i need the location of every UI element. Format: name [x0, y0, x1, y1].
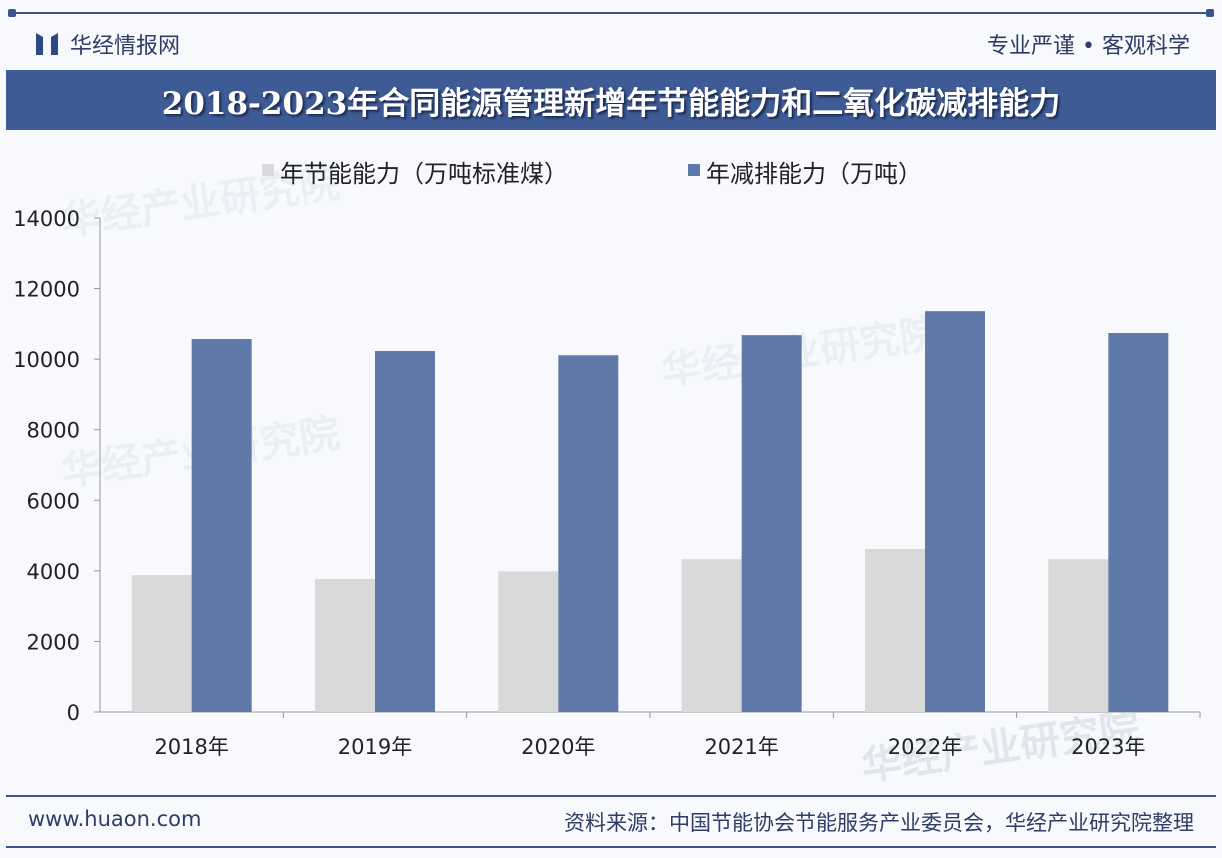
chart-title: 2018-2023年合同能源管理新增年节能能力和二氧化碳减排能力 [161, 85, 1061, 122]
footer-divider [6, 795, 1216, 797]
bar [1048, 559, 1109, 712]
y-tick-label: 6000 [27, 489, 80, 513]
bar [925, 311, 985, 712]
y-tick-label: 2000 [27, 630, 80, 654]
legend-label: 年节能能力（万吨标准煤） [280, 160, 568, 188]
legend-swatch [688, 164, 700, 176]
y-tick-label: 12000 [13, 278, 80, 302]
logo-text: 华经情报网 [70, 34, 181, 59]
x-tick-label: 2022年 [888, 735, 962, 759]
bar [741, 335, 802, 712]
bar-chart: 年节能能力（万吨标准煤） 年减排能力（万吨） 0 2000 4000 6000 8000 10… [13, 160, 1201, 759]
y-tick-label: 0 [67, 701, 80, 725]
bar [498, 571, 559, 712]
bar [558, 355, 619, 712]
bar [191, 339, 252, 712]
top-divider [8, 9, 1214, 17]
slogan: 专业严谨 • 客观科学 [987, 34, 1190, 59]
y-tick-label: 8000 [27, 419, 80, 443]
legend-swatch [262, 164, 274, 176]
bottom-divider [6, 846, 1216, 848]
logo: 华经情报网 [34, 28, 180, 60]
x-tick-label: 2019年 [338, 735, 412, 759]
footer-source: 资料来源：中国节能协会节能服务产业委员会，华经产业研究院整理 [564, 811, 1194, 835]
bar [131, 575, 192, 712]
bar [865, 548, 925, 712]
x-tick-label: 2023年 [1071, 735, 1145, 759]
logo-icon [36, 33, 58, 55]
y-tick-label: 10000 [13, 348, 80, 372]
legend-label: 年减排能力（万吨） [706, 160, 922, 188]
bar [375, 351, 435, 712]
bar [681, 559, 742, 712]
bar [315, 578, 375, 712]
y-tick-label: 14000 [13, 207, 80, 231]
footer-website[interactable]: www.huaon.com [28, 807, 202, 831]
x-tick-label: 2020年 [521, 735, 595, 759]
bar [1108, 333, 1169, 712]
x-tick-label: 2018年 [154, 735, 228, 759]
title-band: 2018-2023年合同能源管理新增年节能能力和二氧化碳减排能力 [6, 70, 1216, 130]
y-tick-label: 4000 [27, 560, 80, 584]
x-tick-label: 2021年 [704, 735, 778, 759]
